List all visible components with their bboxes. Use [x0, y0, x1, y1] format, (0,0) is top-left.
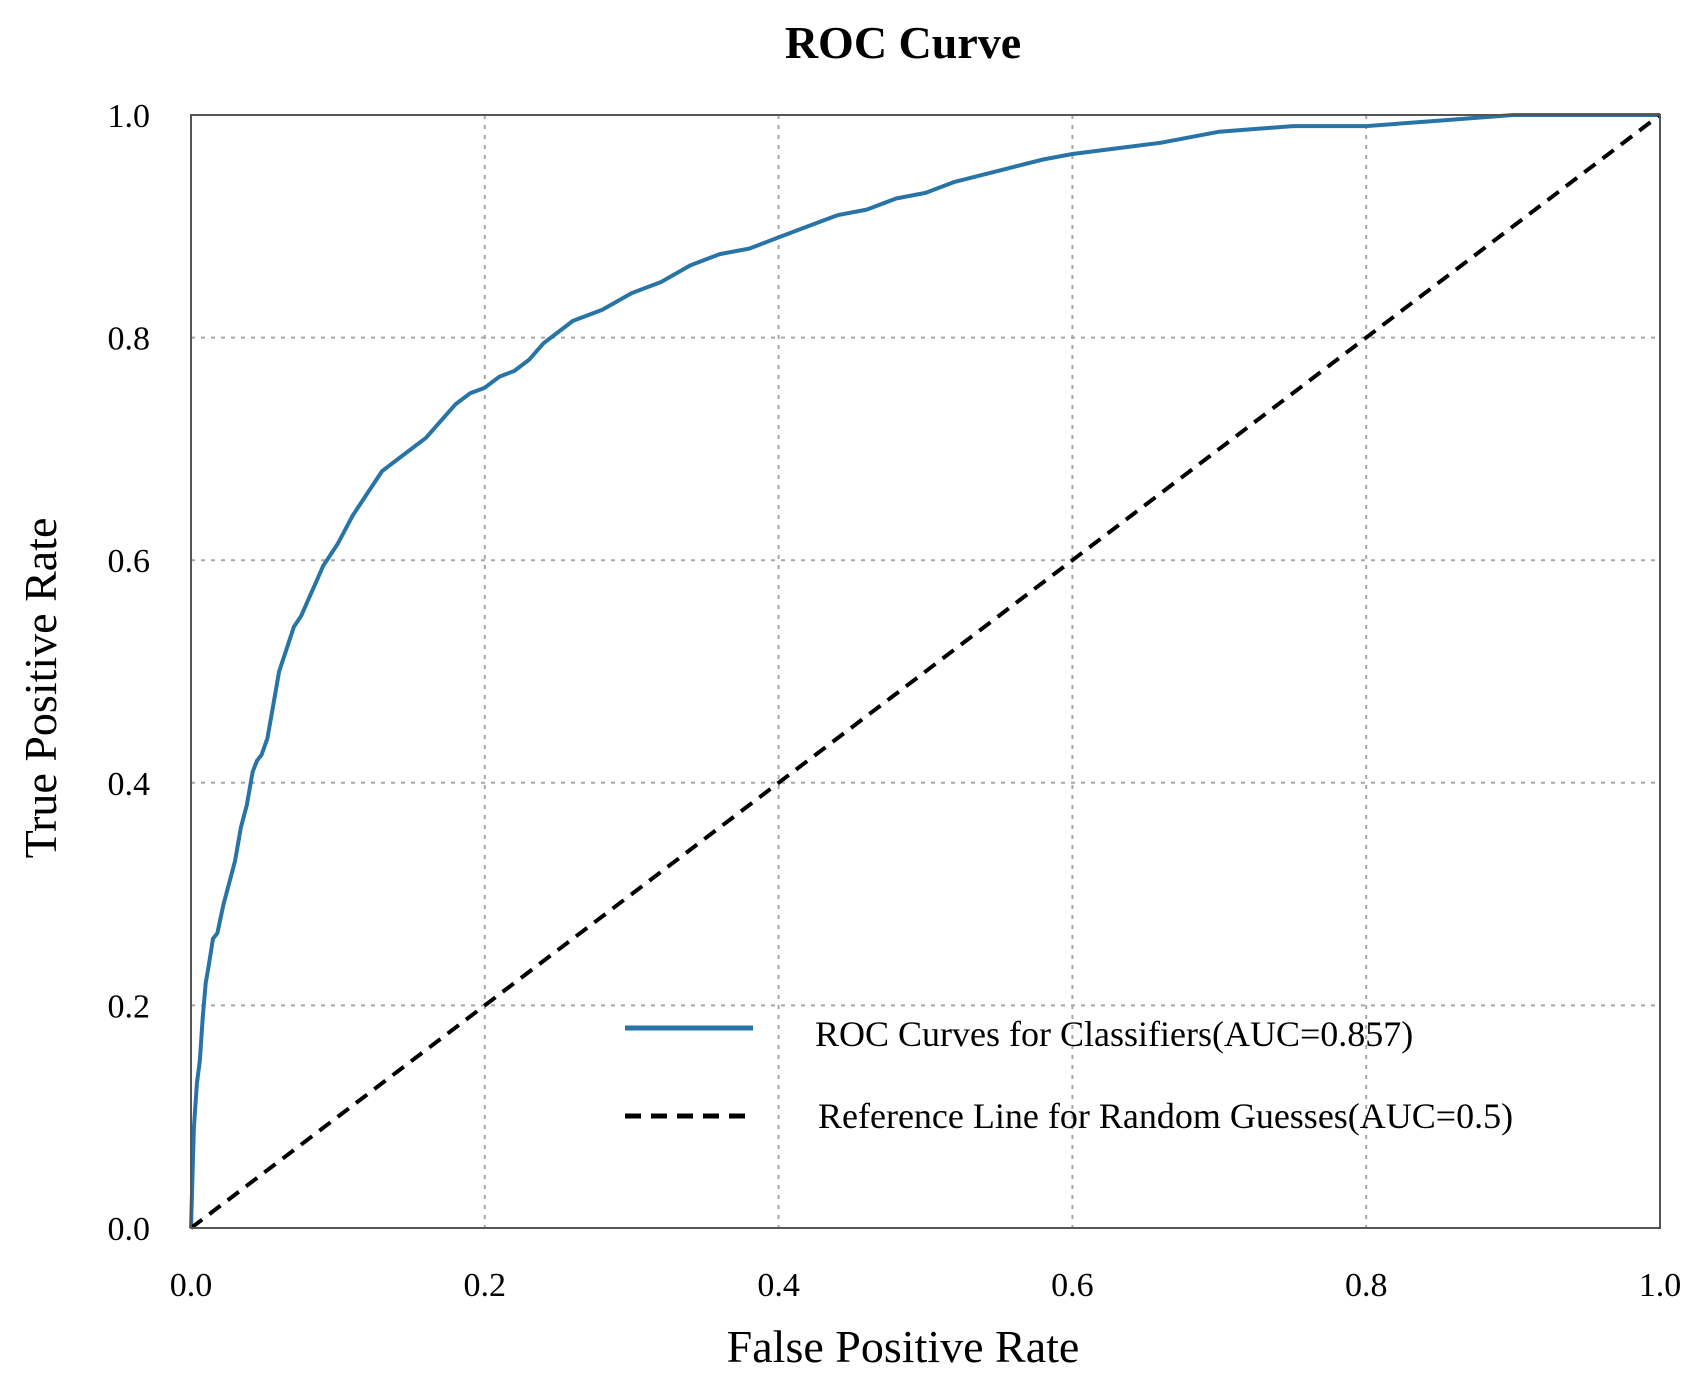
x-tick-label: 0.4: [757, 1267, 800, 1304]
legend: ROC Curves for Classifiers(AUC=0.857) Re…: [625, 1014, 1513, 1136]
x-tick-label: 0.6: [1051, 1267, 1094, 1304]
legend-label-reference: Reference Line for Random Guesses(AUC=0.…: [818, 1096, 1513, 1136]
y-tick-label: 0.0: [108, 1211, 151, 1248]
x-tick-label: 1.0: [1639, 1267, 1682, 1304]
y-tick-label: 0.6: [108, 543, 151, 580]
roc-curve-line: [189, 113, 1660, 1229]
y-tick-label: 0.8: [108, 321, 151, 358]
series-layer: [189, 113, 1662, 1230]
x-tick-label: 0.8: [1345, 1267, 1388, 1304]
y-tick-label: 0.4: [108, 766, 151, 803]
y-axis-ticks: 0.0 0.2 0.4 0.6 0.8 1.0: [108, 98, 151, 1248]
legend-label-roc: ROC Curves for Classifiers(AUC=0.857): [815, 1014, 1413, 1054]
y-tick-label: 1.0: [108, 98, 151, 135]
y-tick-label: 0.2: [108, 988, 151, 1025]
reference-line: [189, 113, 1662, 1230]
chart-title: ROC Curve: [785, 17, 1021, 68]
x-tick-label: 0.0: [170, 1267, 213, 1304]
x-axis-ticks: 0.0 0.2 0.4 0.6 0.8 1.0: [170, 1267, 1682, 1304]
plot-frame: [190, 114, 1661, 1229]
x-tick-label: 0.2: [464, 1267, 507, 1304]
y-axis-label: True Positive Rate: [15, 518, 66, 859]
x-axis-label: False Positive Rate: [727, 1321, 1080, 1372]
